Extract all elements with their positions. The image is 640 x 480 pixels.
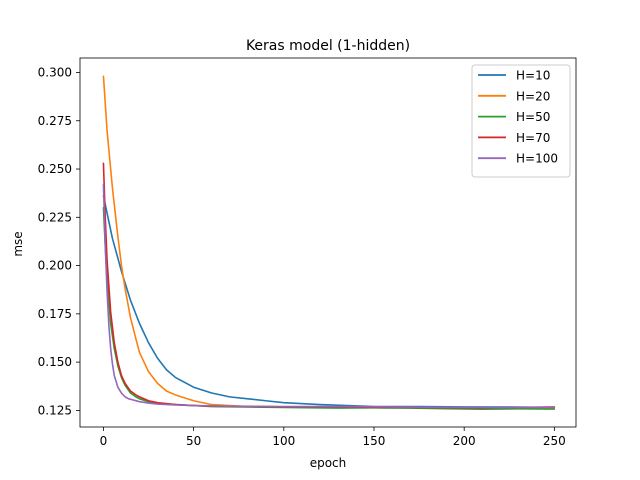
series-line-h-70 — [102, 162, 556, 409]
x-tick-label: 200 — [453, 434, 476, 448]
legend-label: H=20 — [516, 89, 550, 103]
y-axis-ticks: 0.125 0.150 0.175 0.200 0.225 0.250 0.275 0.300 — [38, 65, 80, 417]
x-tick-label: 250 — [543, 434, 566, 448]
chart-title: Keras model (1-hidden) — [246, 38, 410, 54]
legend-label: H=10 — [516, 69, 550, 83]
legend-label: H=100 — [516, 152, 558, 166]
y-tick-label: 0.175 — [38, 307, 72, 321]
y-tick-label: 0.275 — [38, 114, 72, 128]
y-tick-label: 0.250 — [38, 162, 72, 176]
y-tick-label: 0.150 — [38, 355, 72, 369]
y-tick-label: 0.300 — [38, 65, 72, 79]
legend: H=10 H=20 H=50 H=70 H=100 — [471, 64, 571, 178]
y-tick-label: 0.225 — [38, 210, 72, 224]
x-tick-label: 50 — [186, 434, 201, 448]
x-axis-ticks: 0 50 100 150 200 250 — [100, 427, 566, 448]
x-tick-label: 100 — [272, 434, 295, 448]
x-axis-label: epoch — [310, 456, 347, 470]
series-line-h-10 — [102, 195, 556, 409]
axes-frame — [79, 57, 577, 428]
legend-box — [471, 64, 571, 178]
y-axis-label: mse — [11, 231, 25, 256]
x-tick-label: 150 — [363, 434, 386, 448]
x-tick-label: 0 — [100, 434, 108, 448]
legend-label: H=50 — [516, 110, 550, 124]
y-tick-label: 0.200 — [38, 259, 72, 273]
legend-label: H=70 — [516, 131, 550, 145]
y-tick-label: 0.125 — [38, 403, 72, 417]
series-line-h-100 — [102, 183, 556, 409]
series-line-h-50 — [102, 206, 556, 411]
plot-area — [79, 57, 577, 428]
